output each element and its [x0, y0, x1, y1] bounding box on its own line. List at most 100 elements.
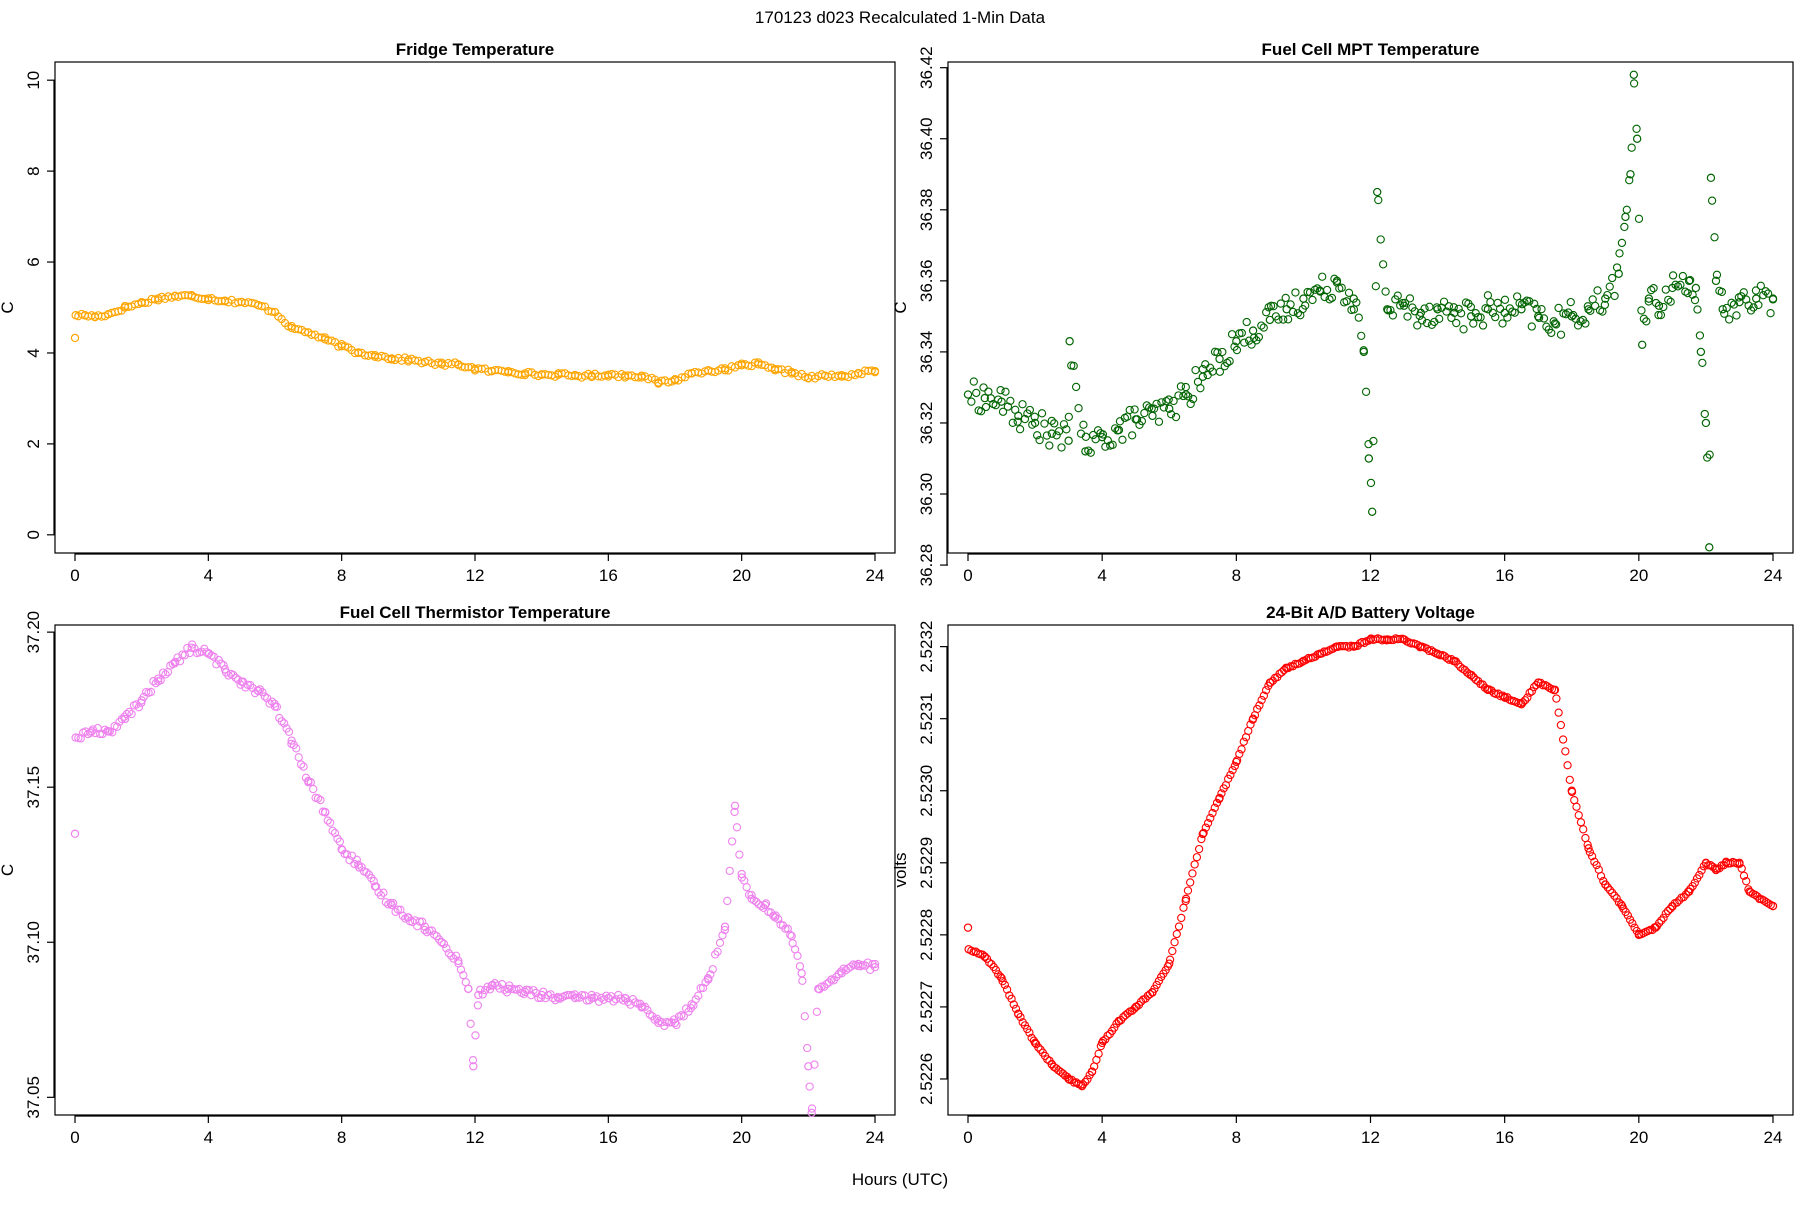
thermistor-data-point [810, 1060, 819, 1069]
battery-data-point [1456, 662, 1465, 672]
mpt-data-point [1232, 345, 1242, 355]
mpt-data-point [1057, 443, 1066, 452]
battery-data-point [1690, 878, 1699, 887]
mpt-data-point [1566, 297, 1575, 307]
mpt-data-point [1054, 427, 1064, 436]
thermistor-data-point [393, 905, 403, 914]
mpt-data-point [1091, 435, 1100, 444]
battery-data-point [980, 952, 989, 962]
mpt-data-point [1717, 287, 1726, 297]
mpt-data-point [1227, 330, 1237, 339]
mpt-data-point [1140, 408, 1149, 418]
thermistor-data-point [819, 982, 829, 991]
mpt-data-point [1676, 280, 1685, 289]
thermistor-data-point [807, 1108, 816, 1118]
battery-data-point [1550, 686, 1559, 695]
battery-data-point [1177, 913, 1186, 923]
mpt-data-point [1724, 315, 1734, 324]
mpt-data-point [1627, 143, 1636, 152]
battery-data-point [985, 958, 994, 967]
battery-data-point [1610, 891, 1619, 900]
battery-data-point [1523, 693, 1532, 702]
battery-data-point [1190, 860, 1199, 869]
thermistor-data-point [585, 996, 594, 1005]
thermistor-data-point [434, 935, 444, 944]
mpt-data-point [1554, 303, 1563, 313]
battery-data-point [1165, 955, 1175, 964]
battery-points [963, 634, 1778, 1091]
thermistor-x-tick-label: 20 [732, 1128, 751, 1147]
mpt-data-point [1103, 436, 1112, 445]
mpt-data-point [1666, 297, 1675, 306]
mpt-data-point [1342, 297, 1351, 306]
mpt-data-point [1417, 316, 1427, 325]
fridge-data-point [377, 351, 386, 361]
mpt-data-point [1476, 313, 1485, 322]
mpt-data-point [1649, 284, 1658, 293]
thermistor-y-tick-label: 37.05 [24, 1076, 43, 1119]
mpt-data-point [1322, 285, 1332, 295]
fridge-data-point [607, 369, 616, 379]
fridge-points [70, 291, 880, 388]
mpt-data-point [1373, 187, 1382, 197]
mpt-data-point [1642, 317, 1651, 326]
thermistor-data-point [870, 959, 880, 969]
mpt-data-point [1035, 435, 1044, 445]
mpt-data-point [1410, 307, 1419, 316]
mpt-data-point [976, 407, 986, 416]
mpt-data-point [1761, 287, 1770, 296]
thermistor-data-point [761, 899, 771, 908]
mpt-data-point [1381, 287, 1390, 296]
mpt-data-point [1659, 302, 1668, 312]
thermistor-data-point [122, 709, 131, 719]
thermistor-data-point [335, 837, 345, 846]
fridge-y-tick-label: 0 [24, 530, 43, 539]
thermistor-data-point [362, 868, 371, 877]
thermistor-data-point [866, 965, 875, 974]
mpt-data-point [1283, 315, 1293, 324]
mpt-y-tick-label: 36.36 [917, 260, 936, 303]
thermistor-data-point [425, 926, 434, 935]
mpt-data-point [1064, 436, 1073, 445]
thermistor-data-point [156, 676, 165, 685]
mpt-data-point [1293, 309, 1303, 318]
mpt-data-point [1442, 307, 1451, 316]
mpt-data-point [1530, 299, 1539, 308]
thermistor-data-point [800, 1012, 809, 1021]
battery-data-point [1170, 938, 1179, 947]
mpt-data-point [1622, 205, 1631, 214]
thermistor-data-point [224, 671, 233, 680]
mpt-data-point [1712, 270, 1722, 279]
thermistor-data-point [526, 991, 536, 1000]
mpt-data-point [1276, 299, 1285, 308]
thermistor-data-point [759, 903, 768, 912]
fridge-data-point [317, 333, 326, 342]
thermistor-data-point [793, 951, 802, 961]
mpt-data-point [1481, 304, 1490, 313]
mpt-data-point [1425, 302, 1434, 311]
mpt-data-point [1617, 238, 1627, 248]
fridge-data-point [524, 367, 533, 377]
thermistor-data-point [161, 670, 170, 679]
mpt-data-point [1223, 358, 1232, 368]
mpt-data-point [1600, 300, 1610, 310]
thermistor-data-point [265, 699, 274, 708]
battery-y-tick-label: 2.5229 [917, 837, 936, 889]
battery-data-point [1255, 701, 1264, 710]
thermistor-data-point [643, 1005, 652, 1015]
figure-x-axis-label: Hours (UTC) [852, 1170, 948, 1189]
thermistor-data-point [316, 795, 325, 805]
mpt-y-tick-label: 36.32 [917, 402, 936, 445]
fridge-data-point [664, 378, 673, 387]
thermistor-data-point [727, 837, 737, 846]
mpt-data-point [1612, 263, 1622, 272]
mpt-data-point [1637, 306, 1646, 315]
battery-y-tick-label: 2.5230 [917, 765, 936, 817]
mpt-data-point [1547, 328, 1556, 338]
mpt-data-point [1020, 414, 1030, 424]
battery-data-point [1230, 761, 1239, 771]
mpt-data-point [1500, 295, 1510, 304]
mpt-data-point [1614, 269, 1623, 278]
mpt-data-point [1354, 313, 1363, 322]
mpt-data-point [1403, 312, 1412, 321]
